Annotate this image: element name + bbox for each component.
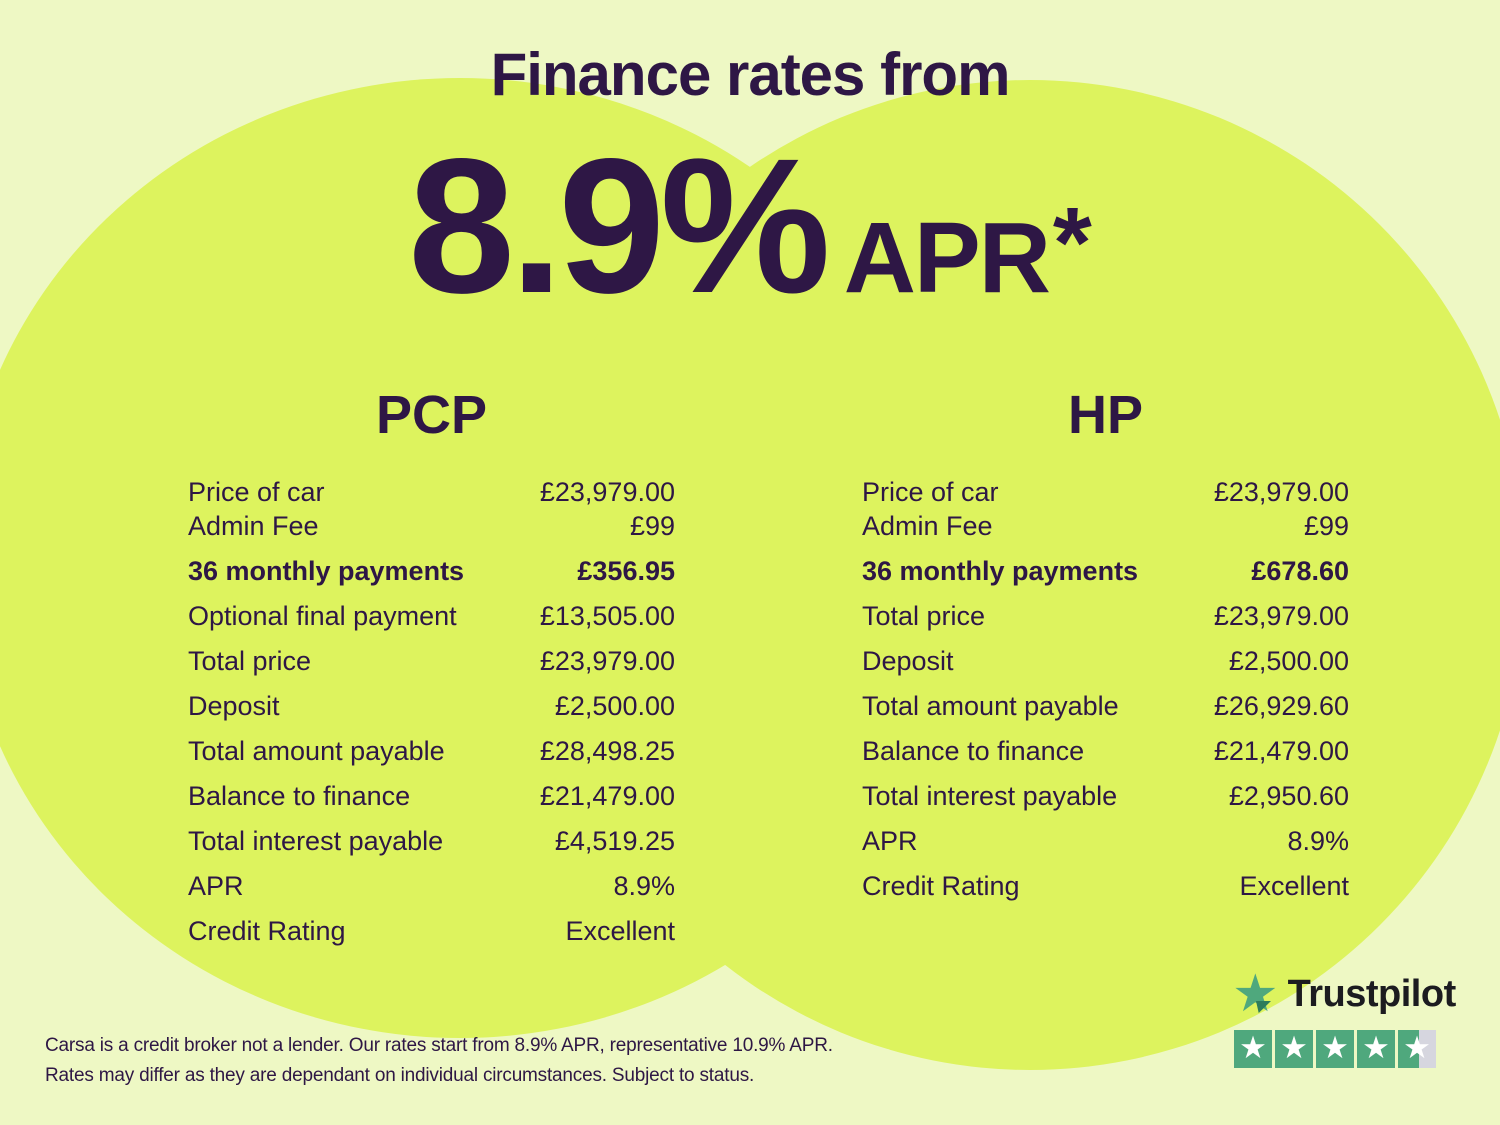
pcp-section: PCP Price of car £23,979.00 Admin Fee £9… [188,388,675,945]
trustpilot-star-icon: ★ [1232,965,1279,1023]
background-blob-right [535,80,1500,1070]
hp-heading: HP [1067,385,1143,445]
row-label: Admin Fee [188,511,319,541]
row-value: £4,519.25 [554,826,675,856]
row-label: 36 monthly payments [862,556,1139,586]
row-value: £28,498.25 [539,736,675,766]
table-row: Price of car £23,979.00 [862,478,1349,506]
table-row: Optional final payment £13,505.00 [188,602,675,630]
row-value: 8.9% [1287,826,1349,856]
row-value: Excellent [1239,871,1349,901]
star-icon: ★ [1362,1030,1390,1065]
row-label: Total price [188,646,312,676]
row-value: £21,479.00 [539,781,675,811]
star-icon: ★ [1280,1030,1308,1065]
disclaimer-line-1: Carsa is a credit broker not a lender. O… [45,1035,833,1056]
table-row: APR 8.9% [188,872,675,900]
row-label: Deposit [862,646,954,676]
row-value: £23,979.00 [1213,601,1349,631]
table-row: Total amount payable £28,498.25 [188,737,675,765]
table-row: Total interest payable £4,519.25 [188,827,675,855]
row-label: Deposit [188,691,280,721]
hero-apr-label: APR [843,202,1051,314]
table-row: Balance to finance £21,479.00 [188,782,675,810]
row-label: Credit Rating [188,916,346,946]
row-value: £2,500.00 [554,691,675,721]
pcp-heading: PCP [375,385,488,445]
star-square: ★ [1275,1030,1313,1068]
hp-table: Price of car £23,979.00 Admin Fee £99 36… [862,478,1349,900]
table-row: Deposit £2,500.00 [862,647,1349,675]
row-value: £99 [629,511,675,541]
star-icon: ★ [1321,1030,1349,1065]
row-value: £356.95 [577,556,675,586]
star-square: ★ [1316,1030,1354,1068]
table-row: Credit Rating Excellent [188,917,675,945]
row-value: £23,979.00 [539,477,675,507]
table-row: Total price £23,979.00 [862,602,1349,630]
star-square: ★ [1234,1030,1272,1068]
row-label: Total amount payable [862,691,1119,721]
trustpilot-rating-stars: ★ ★ ★ ★ ★ [1234,1030,1436,1068]
row-label: Price of car [862,477,999,507]
row-value: Excellent [565,916,675,946]
trustpilot-logo: ★ Trustpilot [1232,968,1456,1020]
hero-asterisk: * [1052,187,1092,299]
hp-section: HP Price of car £23,979.00 Admin Fee £99… [862,388,1349,900]
star-icon: ★ [1239,1030,1267,1065]
table-row: Total price £23,979.00 [188,647,675,675]
star-square: ★ [1357,1030,1395,1068]
row-value: £13,505.00 [539,601,675,631]
row-label: Price of car [188,477,325,507]
row-label: Balance to finance [862,736,1085,766]
row-value: £99 [1303,511,1349,541]
star-icon: ★ [1403,1030,1431,1065]
trustpilot-brand-text: Trustpilot [1287,972,1457,1015]
row-value: £678.60 [1251,556,1349,586]
legal-disclaimer: Carsa is a credit broker not a lender. O… [45,1031,833,1091]
row-label: Total amount payable [188,736,445,766]
table-row: Admin Fee £99 [188,512,675,540]
row-value: £2,500.00 [1228,646,1349,676]
row-label: Optional final payment [188,601,457,631]
row-label: Admin Fee [862,511,993,541]
hero-rate-line: 8.9% APR* [0,130,1500,322]
table-row: Price of car £23,979.00 [188,478,675,506]
row-label: 36 monthly payments [188,556,465,586]
row-value: £23,979.00 [1213,477,1349,507]
table-row: APR 8.9% [862,827,1349,855]
table-row: Total interest payable £2,950.60 [862,782,1349,810]
table-row: Total amount payable £26,929.60 [862,692,1349,720]
disclaimer-line-2: Rates may differ as they are dependant o… [45,1065,755,1086]
table-row: 36 monthly payments £678.60 [862,557,1349,585]
table-row: 36 monthly payments £356.95 [188,557,675,585]
row-value: £23,979.00 [539,646,675,676]
pcp-table: Price of car £23,979.00 Admin Fee £99 36… [188,478,675,945]
table-row: Admin Fee £99 [862,512,1349,540]
row-label: Balance to finance [188,781,411,811]
row-label: Total interest payable [188,826,444,856]
table-row: Balance to finance £21,479.00 [862,737,1349,765]
row-value: £26,929.60 [1213,691,1349,721]
row-value: £21,479.00 [1213,736,1349,766]
page-title: Finance rates from [490,41,1011,108]
hero-rate: 8.9% [408,118,831,333]
table-row: Deposit £2,500.00 [188,692,675,720]
row-label: Credit Rating [862,871,1020,901]
row-label: Total price [862,601,986,631]
row-value: £2,950.60 [1228,781,1349,811]
star-square-half: ★ [1398,1030,1436,1068]
row-label: APR [862,826,918,856]
row-label: APR [188,871,244,901]
row-label: Total interest payable [862,781,1118,811]
table-row: Credit Rating Excellent [862,872,1349,900]
row-value: 8.9% [613,871,675,901]
